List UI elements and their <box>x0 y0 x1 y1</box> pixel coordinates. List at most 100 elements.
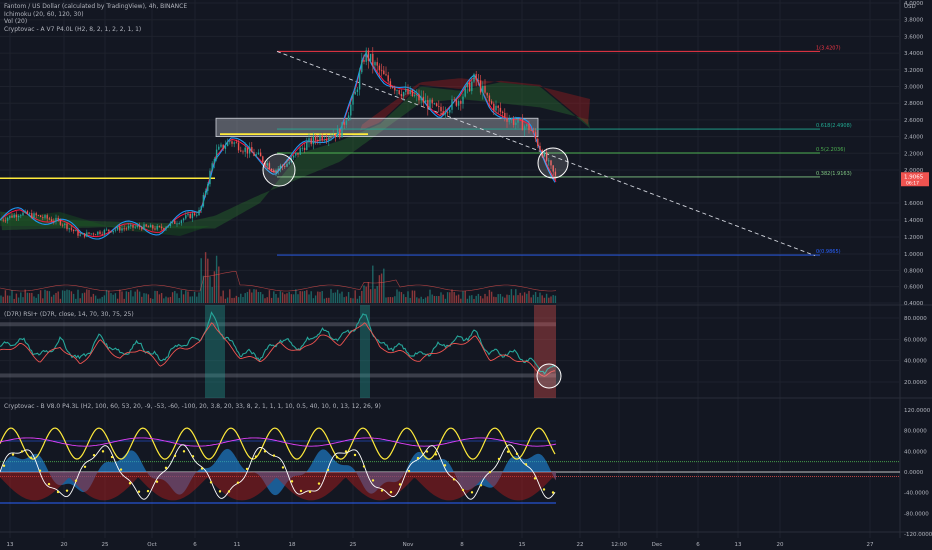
candle-body <box>215 149 218 159</box>
fib-level-label: 0.618(2.4908) <box>816 123 852 129</box>
indicator-rsi-title[interactable]: (D7R) RSI+ (D7R, close, 14, 70, 30, 75, … <box>4 311 134 318</box>
osc-tick-label: -80.0000 <box>904 511 929 517</box>
volume-bar <box>57 291 59 303</box>
volume-bar <box>374 288 376 303</box>
candle-body <box>376 62 378 66</box>
candle-body <box>488 95 491 102</box>
volume-bar <box>55 292 57 303</box>
candle-body <box>174 220 176 224</box>
volume-bar <box>336 289 339 303</box>
candle-body <box>389 81 392 88</box>
osc-signal-dot <box>20 450 24 453</box>
candle-body <box>411 89 414 97</box>
volume-bar <box>314 295 317 303</box>
candle-body <box>301 147 304 149</box>
candle-body <box>163 228 165 230</box>
candle-body <box>72 229 75 232</box>
fib-level-label: 1(3.4207) <box>816 45 841 51</box>
volume-bar <box>455 295 458 303</box>
volume-bar <box>334 292 337 303</box>
candle-body <box>361 60 363 73</box>
volume-bar <box>152 298 154 303</box>
candle-body <box>220 144 222 147</box>
osc-signal-dot <box>443 464 447 467</box>
volume-bar <box>81 293 84 303</box>
indicator-cryptovac-b-title[interactable]: Cryptovac - B V8.0 P4.3L (H2, 100, 60, 5… <box>4 403 381 410</box>
indicator-volume[interactable]: Vol (20) <box>4 18 28 25</box>
osc-signal-dot <box>182 450 186 453</box>
volume-bar <box>416 297 418 303</box>
volume-bar <box>42 298 44 303</box>
volume-bar <box>233 297 235 303</box>
volume-bar <box>297 294 299 303</box>
candle-body <box>506 117 508 122</box>
price-tick-label: 3.4000 <box>904 51 924 57</box>
candle-body <box>537 138 539 147</box>
indicator-ichimoku[interactable]: Ichimoku (20, 60, 120, 30) <box>4 11 84 18</box>
candle-body <box>253 152 255 156</box>
indicator-cryptovac-a[interactable]: Cryptovac - A V7 P4.0L (H2, 8, 2, 1, 2, … <box>4 26 142 33</box>
candle-body <box>482 85 484 93</box>
candle-body <box>468 82 471 92</box>
oscillator-panel[interactable] <box>0 427 900 504</box>
volume-bar <box>174 290 176 303</box>
candle-body <box>218 146 220 150</box>
time-axis-label: 13 <box>7 542 14 548</box>
candle-body <box>259 152 262 157</box>
osc-signal-dot <box>524 463 528 466</box>
price-panel[interactable]: 1(3.4207) 0.618(2.4908) 0.5(2.2036) 0.382(1… <box>0 45 852 257</box>
volume-bar <box>383 268 385 303</box>
volume-bar <box>182 294 185 303</box>
osc-signal-dot <box>218 490 222 493</box>
candle-body <box>345 120 348 125</box>
volume-ma-line <box>0 270 557 292</box>
candle-body <box>189 213 191 219</box>
candle-body <box>222 144 224 149</box>
osc-signal-dot <box>371 479 375 482</box>
fib-level-label: 0(0.9865) <box>816 249 841 255</box>
rsi-panel[interactable] <box>0 305 562 398</box>
price-tick-label: 2.6000 <box>904 118 924 124</box>
candle-body <box>435 103 438 107</box>
osc-signal-dot <box>101 450 105 453</box>
volume-bar <box>64 290 66 303</box>
candle-body <box>286 163 288 167</box>
candle-body <box>402 92 405 97</box>
volume-bar <box>369 289 372 303</box>
volume-bar <box>358 295 361 303</box>
candle-body <box>81 233 84 235</box>
volume-bar <box>86 289 88 303</box>
volume-bar <box>213 271 216 303</box>
volume-bar <box>103 295 106 303</box>
osc-signal-dot <box>164 466 168 470</box>
volume-bar <box>504 297 506 303</box>
symbol-title[interactable]: Fantom / US Dollar (calculated by Tradin… <box>4 3 188 10</box>
volume-bar <box>295 289 297 303</box>
candle-body <box>11 215 13 218</box>
candle-body <box>13 214 15 218</box>
volume-bar <box>39 290 42 303</box>
candle-body <box>237 142 240 151</box>
osc-signal-dot <box>479 484 483 487</box>
candle-body <box>409 89 411 94</box>
time-axis[interactable]: 13 20 25 Oct 6 11 18 25 Nov 8 15 22 12:00 Dec 6 13 20 27 <box>7 542 874 548</box>
candle-body <box>119 226 121 231</box>
candle-body <box>55 217 57 222</box>
volume-bar <box>35 297 37 303</box>
candle-body <box>213 158 216 164</box>
osc-signal-dot <box>380 489 384 492</box>
volume-bar <box>231 297 233 303</box>
volume-bar <box>519 292 521 303</box>
candle-body <box>246 147 249 154</box>
candle-body <box>204 190 207 196</box>
candle-body <box>209 170 211 185</box>
candle-body <box>554 171 557 176</box>
candle-body <box>501 111 504 113</box>
volume-bar <box>407 291 409 303</box>
candle-body <box>24 211 26 213</box>
candle-body <box>136 225 139 227</box>
volume-bar <box>202 275 205 303</box>
candle-body <box>374 62 376 66</box>
